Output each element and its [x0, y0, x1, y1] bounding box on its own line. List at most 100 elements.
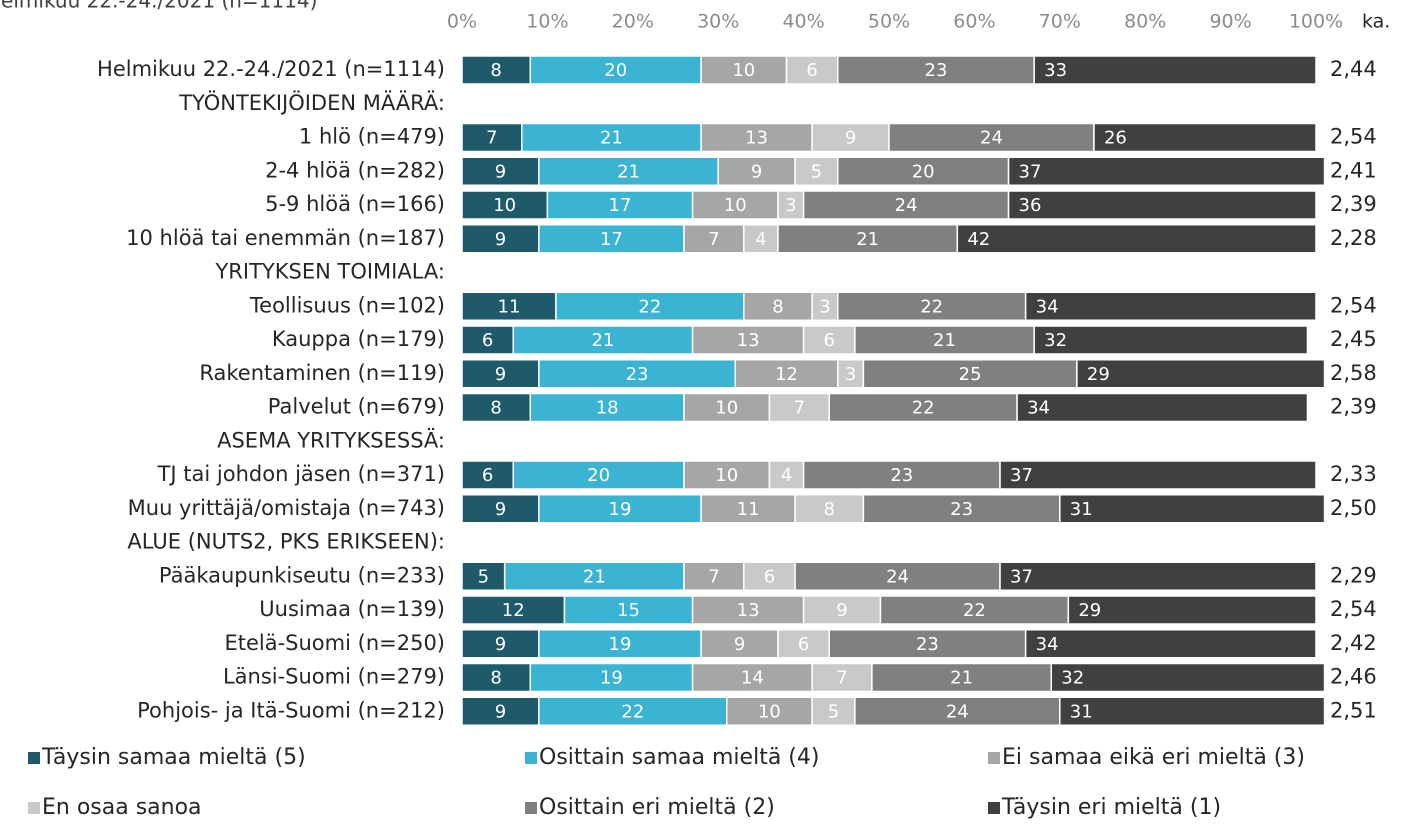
segment-label: 21: [583, 566, 606, 587]
bar-segment: [777, 190, 805, 220]
bar-segment: [461, 392, 532, 423]
segment-label: 34: [1036, 634, 1059, 655]
segment-label: 9: [495, 701, 506, 722]
category-label: Palvelut (n=679): [268, 395, 445, 419]
segment-label: 3: [785, 195, 796, 216]
bar-segment: [777, 629, 830, 659]
bar-segment: [1007, 156, 1326, 186]
category-label: ALUE (NUTS2, PKS ERIKSEEN):: [127, 530, 445, 554]
segment-label: 9: [495, 634, 506, 655]
x-tick-label: 0%: [447, 11, 477, 33]
bar-segment: [521, 122, 702, 153]
category-label: 10 hlöä tai enemmän (n=187): [126, 226, 445, 250]
bar-segment: [725, 696, 813, 726]
bar-segment: [837, 55, 1035, 85]
bar-segment: [802, 460, 1001, 490]
segment-label: 8: [490, 668, 501, 689]
segment-label: 22: [621, 701, 644, 722]
bar-segment: [529, 55, 702, 85]
segment-label: 11: [498, 296, 521, 317]
bar-segment: [700, 122, 813, 153]
segment-label: 9: [734, 634, 745, 655]
x-tick-label: 20%: [612, 11, 654, 33]
legend-swatch: [525, 802, 537, 814]
segment-label: 8: [490, 398, 501, 419]
segment-label: 7: [708, 229, 719, 250]
segment-label: 37: [1010, 566, 1033, 587]
segment-label: 9: [845, 128, 856, 149]
segment-label: 29: [1078, 600, 1101, 621]
bar-segment: [811, 696, 856, 726]
segment-label: 9: [495, 499, 506, 520]
bar-segment: [461, 494, 540, 524]
segment-label: 9: [751, 161, 762, 182]
segment-label: 5: [811, 161, 822, 182]
segment-label: 20: [604, 60, 627, 81]
segment-label: 21: [600, 128, 623, 149]
bar-segment: [538, 224, 685, 254]
segment-label: 23: [950, 499, 973, 520]
segment-label: 31: [1070, 499, 1093, 520]
segment-label: 12: [775, 364, 798, 385]
bar-segment: [461, 359, 540, 389]
bar-segment: [743, 291, 813, 321]
x-tick-label: 90%: [1209, 11, 1251, 33]
bar-segment: [563, 595, 694, 625]
segment-label: 22: [963, 600, 986, 621]
bar-segment: [777, 224, 959, 254]
bar-segment: [768, 460, 805, 490]
segment-label: 42: [967, 229, 990, 250]
segment-label: 21: [617, 161, 640, 182]
segment-label: 20: [912, 161, 935, 182]
x-tick-label: 10%: [526, 11, 568, 33]
legend-swatch: [988, 802, 1000, 814]
x-tick-label: 100%: [1289, 11, 1343, 33]
segment-label: 6: [823, 330, 834, 351]
bar-segment: [461, 55, 532, 85]
bar-segment: [529, 662, 694, 693]
mean-label: 2,39: [1330, 192, 1377, 216]
segment-label: 22: [920, 296, 943, 317]
mean-label: 2,50: [1330, 496, 1377, 520]
bar-segment: [1016, 392, 1309, 423]
segment-label: 7: [486, 128, 497, 149]
segment-label: 32: [1044, 330, 1067, 351]
segment-label: 17: [609, 195, 632, 216]
bar-segment: [546, 190, 694, 220]
bar-segment: [555, 291, 745, 321]
segment-label: 22: [912, 398, 935, 419]
mean-label: 2,42: [1330, 631, 1377, 655]
segment-label: 21: [933, 330, 956, 351]
segment-label: 8: [772, 296, 783, 317]
bar-segment: [461, 325, 514, 355]
segment-label: 13: [737, 330, 760, 351]
mean-label: 2,33: [1330, 462, 1377, 486]
segment-label: 24: [946, 701, 969, 722]
category-label: Muu yrittäjä/omistaja (n=743): [128, 496, 445, 520]
bar-segment: [461, 224, 540, 254]
category-label: Helmikuu 22.-24./2021 (n=1114): [97, 57, 445, 81]
segment-label: 13: [737, 600, 760, 621]
segment-label: 6: [806, 60, 817, 81]
segment-label: 14: [741, 668, 764, 689]
segment-label: 24: [980, 128, 1003, 149]
bar-segment: [683, 224, 745, 254]
segment-label: 4: [781, 465, 792, 486]
bar-segment: [1059, 494, 1326, 524]
category-label: Rakentaminen (n=119): [199, 361, 445, 385]
segment-label: 20: [587, 465, 610, 486]
segment-label: 7: [708, 566, 719, 587]
legend-label: Täysin eri mieltä (1): [1001, 795, 1221, 820]
segment-label: 21: [856, 229, 879, 250]
mean-label: 2,41: [1330, 158, 1377, 182]
segment-label: 33: [1044, 60, 1067, 81]
segment-label: 3: [845, 364, 856, 385]
bar-segment: [862, 359, 1078, 389]
segment-label: 7: [836, 668, 847, 689]
bar-segment: [700, 629, 779, 659]
segment-label: 37: [1019, 161, 1042, 182]
segment-label: 23: [890, 465, 913, 486]
segment-label: 5: [478, 566, 489, 587]
bar-segment: [802, 325, 856, 355]
